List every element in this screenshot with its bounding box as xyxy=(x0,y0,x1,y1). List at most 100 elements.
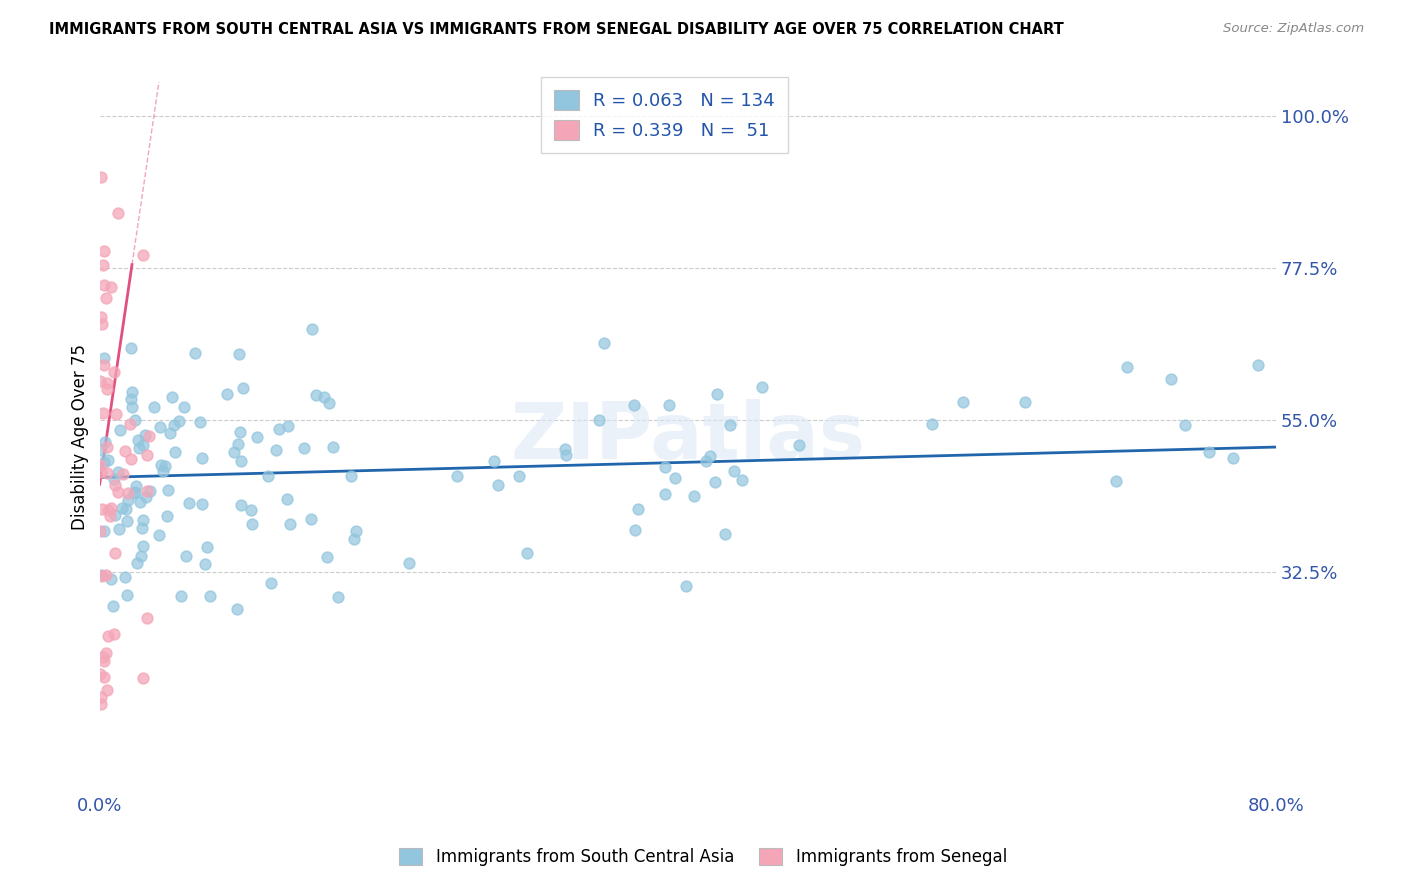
Point xyxy=(446,468,468,483)
Point xyxy=(627,502,650,516)
Point xyxy=(90,568,112,582)
Point xyxy=(148,528,170,542)
Point xyxy=(128,441,150,455)
Point xyxy=(239,503,262,517)
Point xyxy=(322,441,344,455)
Point xyxy=(1174,417,1197,432)
Point xyxy=(683,490,706,504)
Point xyxy=(115,502,138,516)
Point xyxy=(91,318,114,332)
Point xyxy=(152,464,174,478)
Point xyxy=(90,465,112,479)
Point xyxy=(167,414,190,428)
Point xyxy=(229,454,252,468)
Point xyxy=(96,382,118,396)
Point xyxy=(94,434,117,449)
Point xyxy=(305,388,328,402)
Point xyxy=(132,248,155,262)
Point xyxy=(125,479,148,493)
Point xyxy=(706,386,728,401)
Point xyxy=(89,458,111,473)
Point xyxy=(1160,372,1182,386)
Point xyxy=(224,445,246,459)
Point xyxy=(98,508,121,523)
Point xyxy=(89,524,111,539)
Point xyxy=(173,401,195,415)
Point xyxy=(713,526,735,541)
Point xyxy=(198,590,221,604)
Point xyxy=(156,483,179,497)
Point xyxy=(96,441,118,455)
Point xyxy=(136,448,159,462)
Point xyxy=(195,540,218,554)
Point xyxy=(278,516,301,531)
Point xyxy=(588,413,610,427)
Point xyxy=(259,576,281,591)
Point xyxy=(93,670,115,684)
Point xyxy=(134,427,156,442)
Point xyxy=(731,473,754,487)
Point xyxy=(101,599,124,613)
Point xyxy=(232,381,254,395)
Point xyxy=(398,556,420,570)
Point xyxy=(314,390,336,404)
Point xyxy=(104,407,127,421)
Point xyxy=(107,485,129,500)
Text: IMMIGRANTS FROM SOUTH CENTRAL ASIA VS IMMIGRANTS FROM SENEGAL DISABILITY AGE OVE: IMMIGRANTS FROM SOUTH CENTRAL ASIA VS IM… xyxy=(49,22,1064,37)
Point xyxy=(96,376,118,391)
Point xyxy=(90,442,112,457)
Point xyxy=(108,424,131,438)
Point xyxy=(96,467,118,481)
Point xyxy=(276,491,298,506)
Point xyxy=(103,627,125,641)
Point xyxy=(1014,395,1036,409)
Point xyxy=(515,546,537,560)
Point xyxy=(664,471,686,485)
Point xyxy=(124,413,146,427)
Point xyxy=(103,472,125,486)
Point xyxy=(93,277,115,292)
Point xyxy=(100,500,122,515)
Point xyxy=(121,384,143,399)
Point xyxy=(153,459,176,474)
Point xyxy=(103,365,125,379)
Point xyxy=(115,588,138,602)
Point xyxy=(120,341,142,355)
Point xyxy=(155,509,177,524)
Point xyxy=(188,415,211,429)
Point xyxy=(277,418,299,433)
Point xyxy=(94,568,117,582)
Point xyxy=(91,649,114,664)
Point xyxy=(117,486,139,500)
Point xyxy=(318,396,340,410)
Point xyxy=(316,550,339,565)
Point xyxy=(125,557,148,571)
Point xyxy=(91,258,114,272)
Text: ZIPatlas: ZIPatlas xyxy=(510,399,865,475)
Point xyxy=(90,690,112,704)
Point xyxy=(118,417,141,432)
Point xyxy=(554,448,576,462)
Point xyxy=(124,485,146,500)
Point xyxy=(704,475,727,489)
Point xyxy=(96,647,118,661)
Point xyxy=(482,453,505,467)
Point xyxy=(149,420,172,434)
Y-axis label: Disability Age Over 75: Disability Age Over 75 xyxy=(72,344,89,530)
Point xyxy=(344,524,367,538)
Point xyxy=(131,521,153,535)
Point xyxy=(226,602,249,616)
Point xyxy=(624,523,647,537)
Point xyxy=(593,335,616,350)
Point xyxy=(554,442,576,457)
Point xyxy=(120,392,142,407)
Point xyxy=(138,484,160,499)
Point xyxy=(1198,445,1220,459)
Point xyxy=(97,502,120,516)
Point xyxy=(97,629,120,643)
Point xyxy=(257,468,280,483)
Point xyxy=(120,452,142,467)
Point xyxy=(129,495,152,509)
Point xyxy=(264,443,287,458)
Point xyxy=(174,549,197,563)
